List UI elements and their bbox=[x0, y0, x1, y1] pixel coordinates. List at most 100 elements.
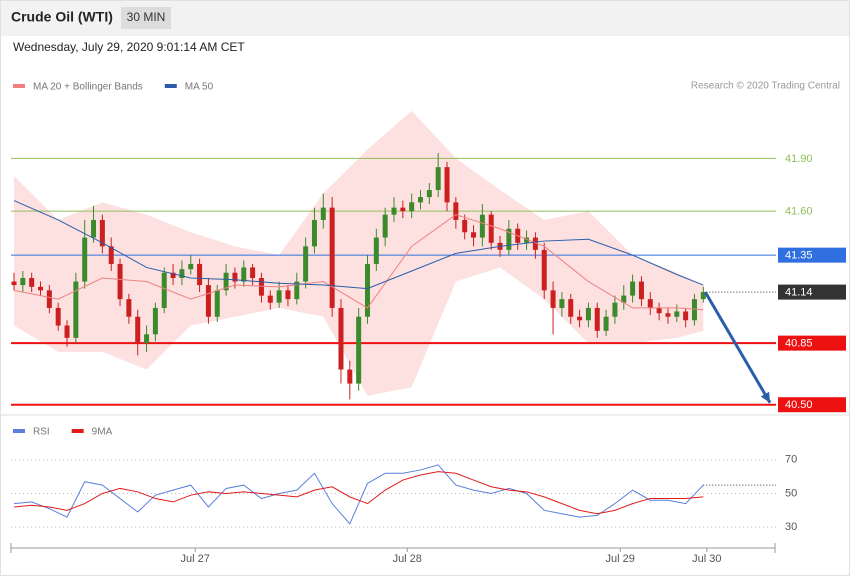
candle-body bbox=[20, 278, 26, 286]
candle-body bbox=[267, 295, 273, 303]
legend-swatch bbox=[13, 84, 25, 88]
legend-swatch bbox=[164, 84, 177, 88]
candle-body bbox=[400, 207, 406, 212]
candle-body bbox=[73, 281, 79, 338]
candle-body bbox=[541, 249, 547, 291]
candle-body bbox=[577, 316, 583, 321]
ma20-line bbox=[13, 214, 704, 311]
candle-body bbox=[568, 299, 574, 317]
candle-body bbox=[161, 272, 167, 308]
rsi-line bbox=[13, 464, 704, 525]
candle-body bbox=[285, 290, 291, 300]
candle-body bbox=[91, 219, 97, 238]
candle-body bbox=[462, 219, 468, 233]
candle-body bbox=[479, 214, 485, 238]
candle-body bbox=[108, 246, 114, 264]
level-label: 41.14 bbox=[785, 287, 813, 299]
candle-body bbox=[170, 272, 176, 279]
candle-body bbox=[99, 219, 105, 247]
legend-label: MA 20 + Bollinger Bands bbox=[33, 82, 143, 93]
candle-body bbox=[453, 202, 459, 220]
candle-body bbox=[488, 214, 494, 243]
candle-body bbox=[665, 313, 671, 317]
candle-body bbox=[347, 369, 353, 384]
candle-body bbox=[700, 292, 706, 300]
candle-body bbox=[55, 307, 61, 326]
candle-body bbox=[471, 232, 477, 238]
candle-body bbox=[250, 267, 256, 279]
candle-body bbox=[144, 334, 150, 344]
source: Research © 2020 Trading Central bbox=[691, 81, 840, 92]
candle-body bbox=[329, 207, 335, 308]
bollinger-band bbox=[14, 110, 704, 396]
title: Crude Oil (WTI) bbox=[11, 9, 113, 25]
candle-body bbox=[232, 272, 238, 282]
level-label: 41.35 bbox=[785, 250, 813, 262]
candle-body bbox=[630, 281, 636, 296]
candle-body bbox=[197, 263, 203, 286]
candle-body bbox=[179, 269, 185, 279]
candle-body bbox=[444, 167, 450, 203]
legend-label: RSI bbox=[33, 427, 50, 438]
candle-body bbox=[11, 281, 17, 286]
candle-body bbox=[214, 290, 220, 317]
candle-body bbox=[683, 311, 689, 321]
interval-badge bbox=[121, 7, 171, 29]
candle-body bbox=[656, 307, 662, 314]
level-label: 41.90 bbox=[785, 153, 813, 165]
candle-body bbox=[46, 290, 52, 308]
level-box bbox=[778, 284, 846, 300]
candle-body bbox=[29, 278, 35, 287]
candle-body bbox=[294, 281, 300, 300]
candle-body bbox=[506, 228, 512, 250]
candle-body bbox=[338, 307, 344, 370]
candle-body bbox=[550, 290, 556, 308]
candle-body bbox=[152, 307, 158, 335]
candle-body bbox=[594, 307, 600, 331]
candle-body bbox=[382, 214, 388, 238]
candle-body bbox=[82, 237, 88, 282]
candle-body bbox=[647, 299, 653, 308]
candle-body bbox=[418, 197, 424, 203]
candle-body bbox=[356, 316, 362, 384]
interval: 30 MIN bbox=[127, 10, 166, 24]
candle-body bbox=[311, 219, 317, 247]
x-tick-label: Jul 28 bbox=[393, 553, 422, 565]
candle-body bbox=[188, 263, 194, 270]
candle-body bbox=[585, 307, 591, 321]
ma50-line bbox=[13, 200, 704, 290]
candle-body bbox=[621, 295, 627, 303]
forecast-arrow bbox=[704, 291, 772, 404]
candle-body bbox=[435, 167, 441, 191]
timestamp: Wednesday, July 29, 2020 9:01:14 AM CET bbox=[13, 40, 245, 54]
level-box bbox=[778, 335, 846, 351]
level-label: 40.50 bbox=[785, 399, 813, 411]
x-tick-label: Jul 30 bbox=[692, 553, 721, 565]
candle-body bbox=[241, 267, 247, 282]
y-tick-label: 50 bbox=[785, 487, 797, 499]
candle-body bbox=[205, 285, 211, 317]
candle-body bbox=[223, 272, 229, 291]
candle-body bbox=[117, 263, 123, 300]
candle-body bbox=[559, 299, 565, 308]
candle-body bbox=[258, 278, 264, 296]
candle-body bbox=[276, 290, 282, 303]
candle-body bbox=[691, 299, 697, 321]
candle-body bbox=[320, 207, 326, 220]
candle-body bbox=[373, 237, 379, 264]
y-tick-label: 30 bbox=[785, 521, 797, 533]
level-box bbox=[778, 247, 846, 263]
candle-body bbox=[524, 237, 530, 243]
level-label: 40.85 bbox=[785, 338, 813, 350]
legend-swatch bbox=[13, 429, 25, 433]
legend-swatch bbox=[71, 429, 84, 433]
candle-body bbox=[603, 316, 609, 331]
candle-body bbox=[64, 325, 70, 338]
candle-body bbox=[126, 299, 132, 317]
candle-body bbox=[532, 237, 538, 250]
x-tick-label: Jul 27 bbox=[180, 553, 209, 565]
candle-body bbox=[612, 302, 618, 317]
candle-body bbox=[391, 207, 397, 215]
candle-body bbox=[674, 311, 680, 317]
